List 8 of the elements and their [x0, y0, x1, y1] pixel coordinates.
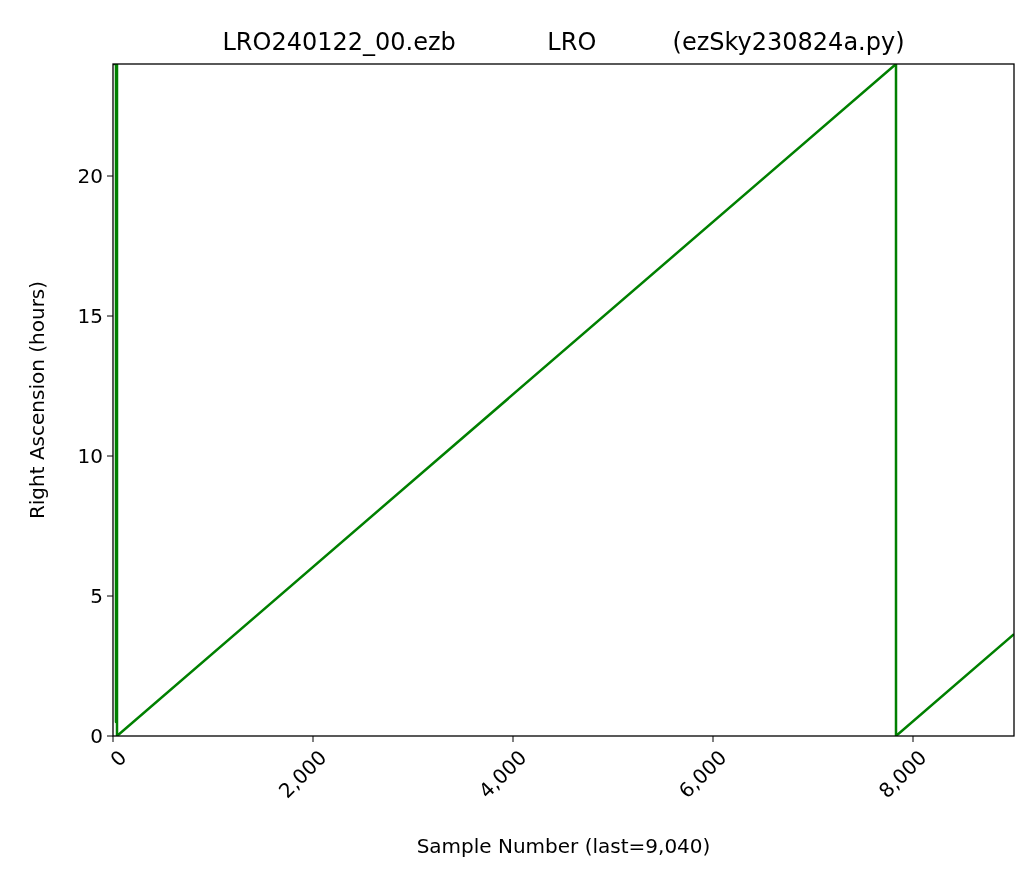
y-tick-label: 5 [90, 584, 103, 608]
chart-title: LRO240122_00.ezb LRO (ezSky230824a.py) [222, 28, 905, 56]
y-tick-label: 20 [77, 164, 103, 188]
y-tick-label: 10 [77, 444, 103, 468]
x-axis-title: Sample Number (last=9,040) [416, 834, 711, 858]
y-tick-label: 0 [90, 724, 103, 748]
y-axis-title: Right Ascension (hours) [25, 280, 49, 520]
y-tick-label: 15 [77, 304, 103, 328]
